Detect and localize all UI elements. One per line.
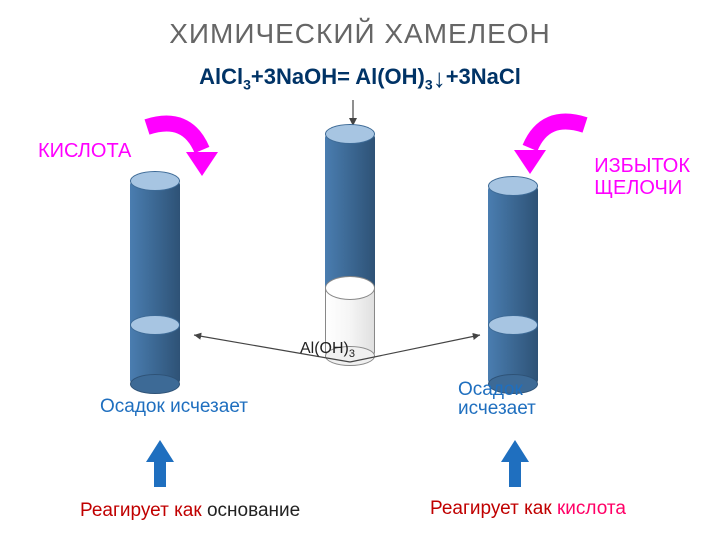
react-right-label: Реагирует как кислота bbox=[430, 498, 626, 520]
eq-part: +3NaCl bbox=[446, 64, 521, 89]
aloh-text: Al(OH) bbox=[300, 340, 349, 357]
alkali-line2: ЩЕЛОЧИ bbox=[594, 177, 682, 199]
react-left-prefix: Реагирует как bbox=[80, 500, 207, 521]
eq-sub: 3 bbox=[425, 76, 433, 92]
react-left-word: основание bbox=[207, 500, 300, 521]
aloh-sub: 3 bbox=[349, 348, 355, 360]
react-right-prefix: Реагирует как bbox=[430, 498, 557, 519]
arrow-head-icon bbox=[146, 440, 174, 462]
precip-left: Осадок исчезает bbox=[100, 396, 248, 418]
cylinder-left bbox=[130, 175, 180, 390]
cylinder-right-top bbox=[488, 176, 538, 196]
eq-part: AlCl bbox=[199, 64, 243, 89]
page-title: ХИМИЧЕСКИЙ ХАМЕЛЕОН bbox=[0, 18, 720, 50]
precip-right: Осадок исчезает bbox=[458, 380, 536, 418]
alkali-label: ИЗБЫТОК ЩЕЛОЧИ bbox=[594, 155, 690, 199]
cylinder-right-liquid bbox=[488, 315, 538, 335]
cylinder-center-transition bbox=[325, 276, 375, 300]
arrow-stem bbox=[154, 462, 166, 487]
react-left-label: Реагирует как основание bbox=[80, 500, 300, 522]
eq-sub: 3 bbox=[243, 76, 251, 92]
cylinder-center-top bbox=[325, 124, 375, 144]
curve-arrow-left bbox=[142, 122, 212, 177]
precip-right-l1: Осадок bbox=[458, 379, 523, 400]
cylinder-center bbox=[325, 128, 375, 362]
cylinder-left-top bbox=[130, 171, 180, 191]
tiny-down-arrow bbox=[348, 100, 358, 126]
alkali-line1: ИЗБЫТОК bbox=[594, 155, 690, 177]
equation: AlCl3+3NaOH= Al(OH)3↓+3NaCl bbox=[0, 64, 720, 92]
acid-label: КИСЛОТА bbox=[38, 140, 131, 163]
cylinder-left-bottom bbox=[130, 374, 180, 394]
react-right-word: кислота bbox=[557, 498, 626, 519]
cylinder-left-liquid bbox=[130, 315, 180, 335]
up-arrow-right bbox=[505, 440, 525, 485]
eq-part: +3NaOH= Al(OH) bbox=[251, 64, 425, 89]
curve-arrow-right bbox=[520, 120, 590, 175]
precip-right-l2: исчезает bbox=[458, 398, 536, 419]
arrow-head-icon bbox=[501, 440, 529, 462]
up-arrow-left bbox=[150, 440, 170, 485]
aloh-label: Al(OH)3 bbox=[300, 340, 355, 360]
cylinder-right bbox=[488, 180, 538, 390]
arrow-stem bbox=[509, 462, 521, 487]
cylinder-center-blue bbox=[325, 128, 375, 288]
